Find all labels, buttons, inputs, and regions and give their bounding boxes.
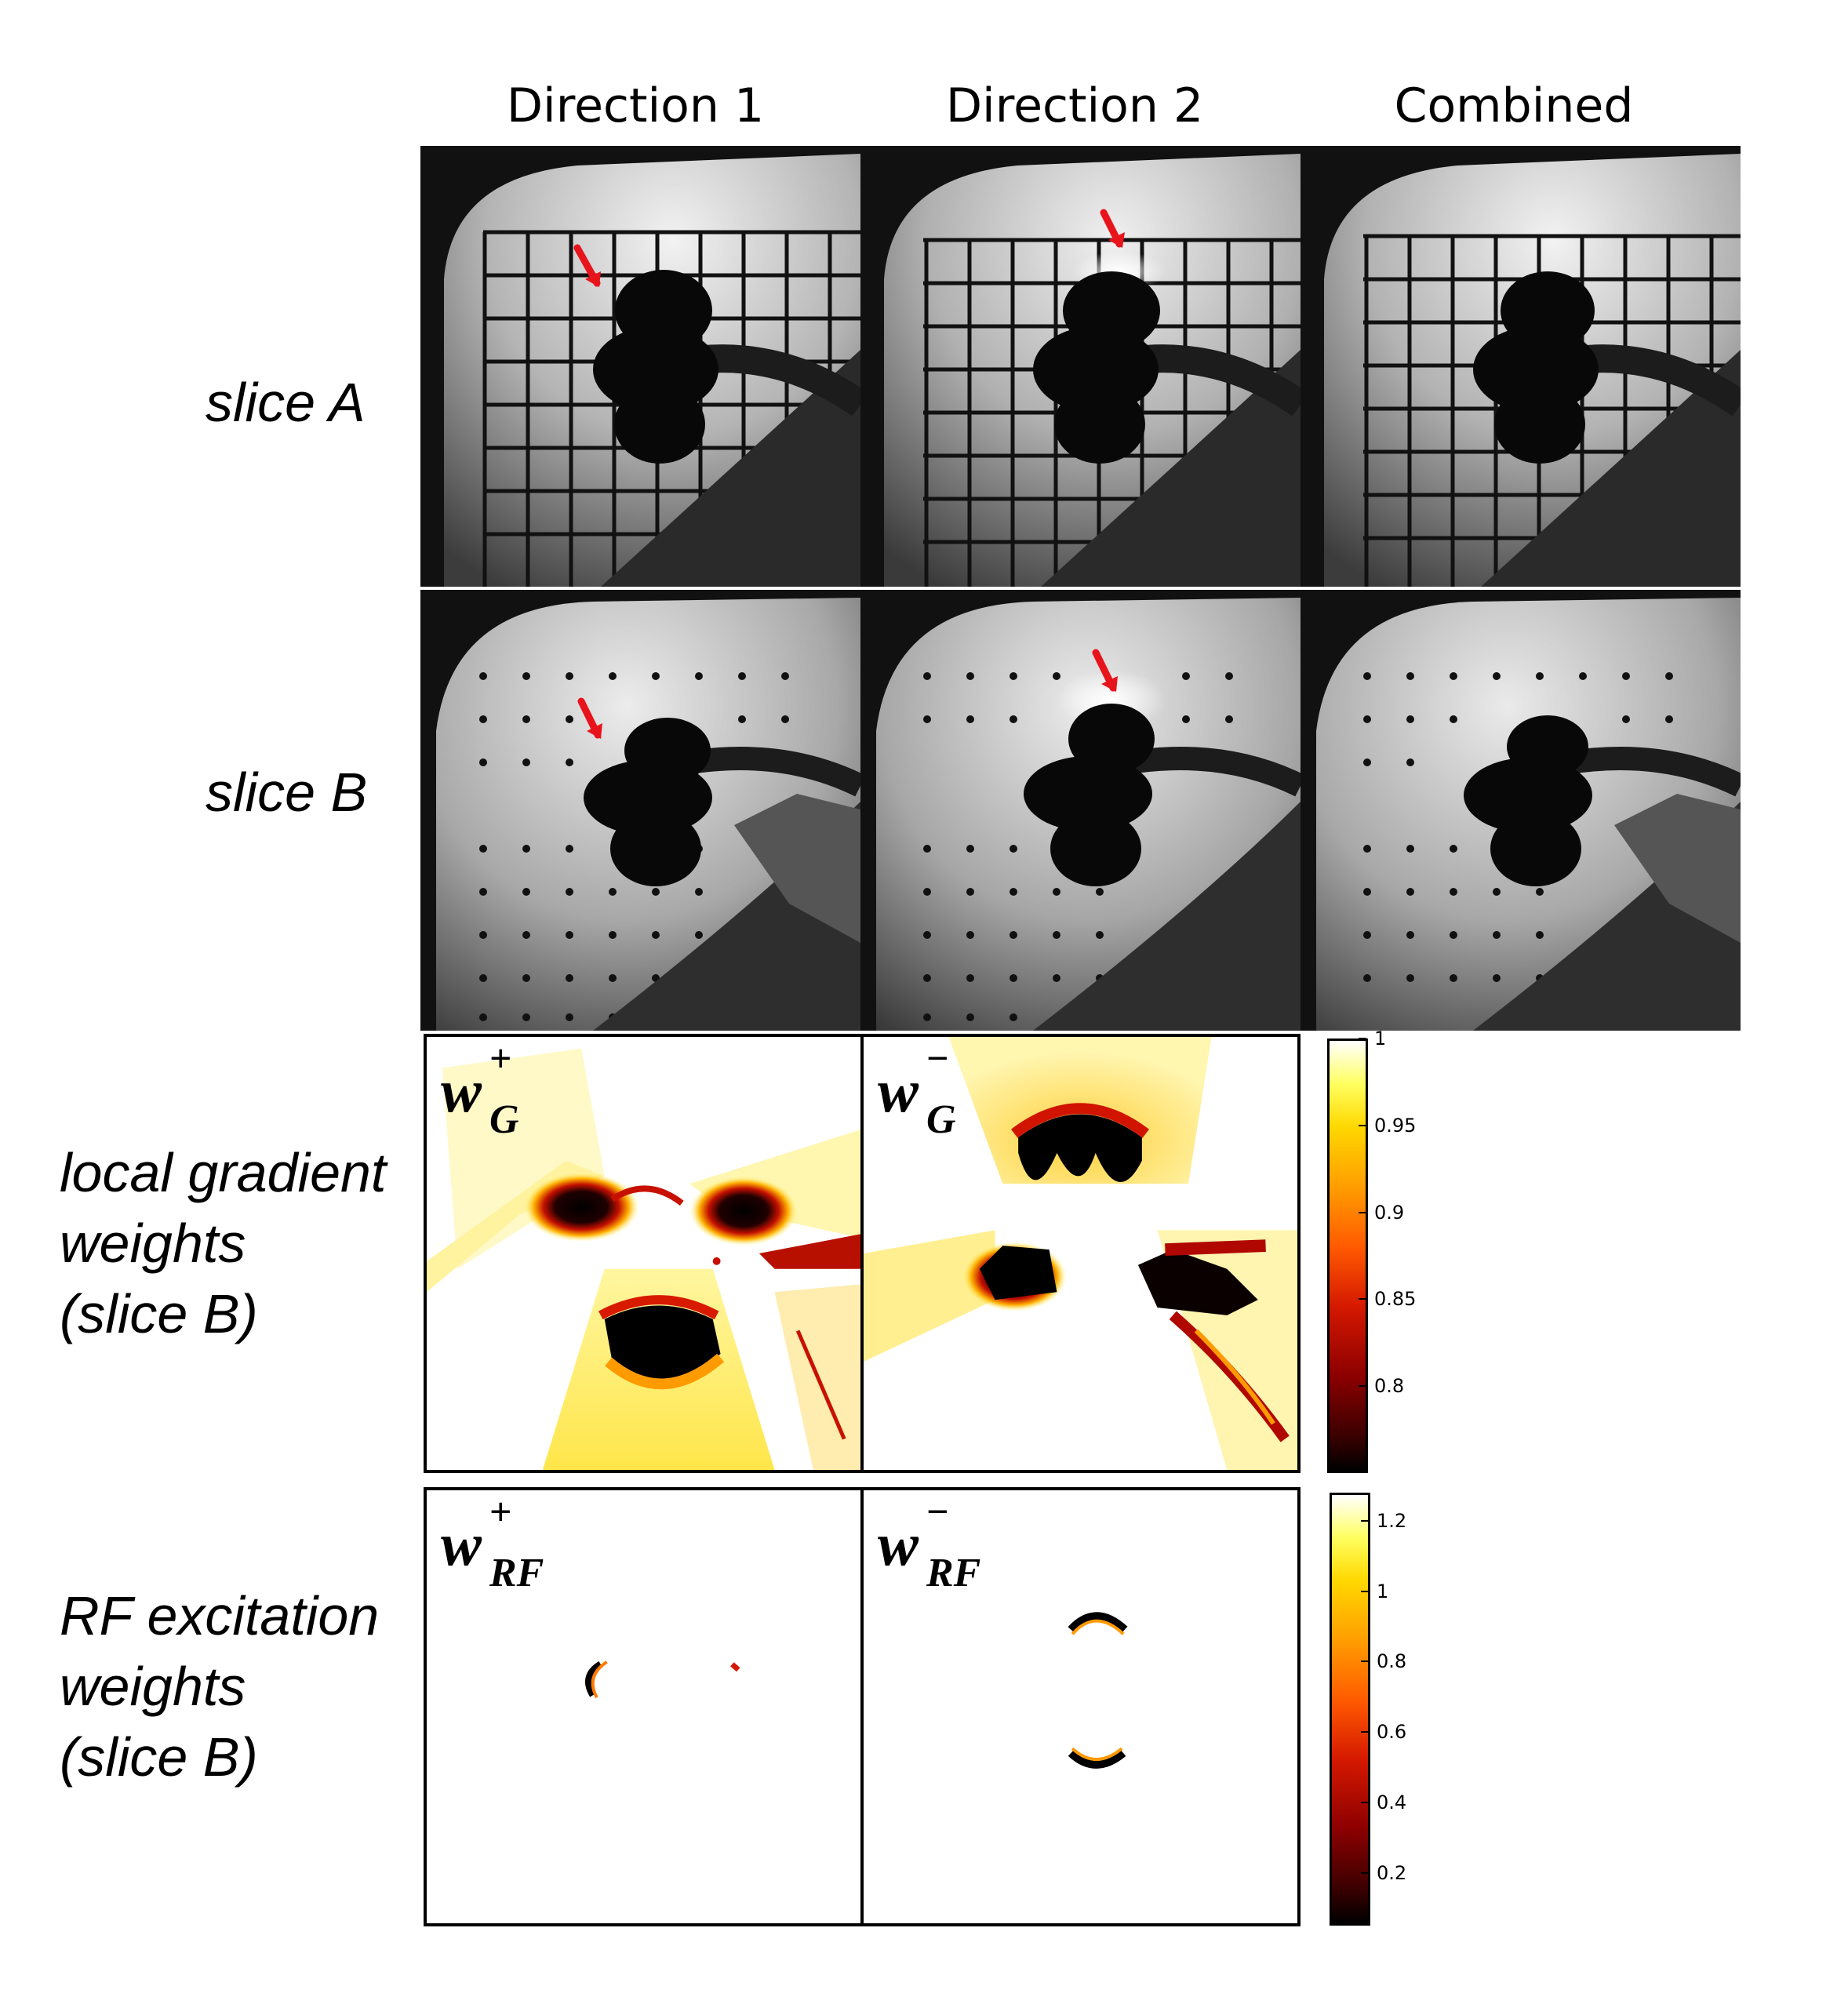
rf-weights-plus-map <box>584 1661 740 1699</box>
row-label-line: RF excitation <box>60 1585 380 1646</box>
rf-weights-minus-panel: w − RF <box>860 1487 1301 1926</box>
mri-slice-a-combined <box>1301 146 1741 587</box>
colorbar-tick-label: 1.2 <box>1377 1509 1407 1532</box>
row-label-line: (slice B) <box>60 1283 258 1344</box>
row-label-line: weights <box>60 1656 246 1717</box>
row-label-line: weights <box>60 1213 246 1274</box>
column-header-direction-2: Direction 2 <box>945 78 1204 133</box>
colorbar-tick-mark <box>1359 1124 1366 1126</box>
rf-weights-plus-panel: w + RF <box>424 1487 864 1926</box>
column-header-direction-1: Direction 1 <box>506 78 765 133</box>
gradient-weights-plus-panel: w + G <box>424 1034 864 1473</box>
weight-superscript: − <box>926 1490 949 1533</box>
row-label-line: local gradient <box>60 1142 387 1203</box>
colorbar-tick-label: 0.85 <box>1374 1288 1417 1311</box>
weight-symbol: w <box>878 1057 919 1125</box>
mri-image <box>420 146 860 587</box>
weight-symbol: w <box>878 1510 919 1578</box>
colorbar-tick-mark <box>1359 1385 1366 1388</box>
mri-image <box>420 590 860 1031</box>
mri-slice-b-combined <box>1301 590 1741 1031</box>
weight-subscript: G <box>926 1097 956 1142</box>
weight-subscript: G <box>489 1097 519 1142</box>
gradient-weights-minus-map <box>864 1037 1297 1470</box>
weight-superscript: + <box>489 1036 512 1080</box>
colorbar-tick-mark <box>1361 1731 1369 1733</box>
colorbar-tick-mark <box>1361 1872 1369 1874</box>
weight-subscript: RF <box>926 1551 981 1595</box>
gradient-weights-minus-panel: w − G <box>860 1034 1301 1473</box>
row-label-gradient-weights: local gradient weights (slice B) <box>60 1137 436 1349</box>
colorbar-tick-mark <box>1359 1038 1366 1039</box>
weight-label-gradient-plus: w + G <box>441 1039 519 1140</box>
colorbar-tick-mark <box>1361 1801 1369 1803</box>
row-label-slice-b: slice B <box>206 757 582 828</box>
rf-weights-minus-map <box>1068 1612 1128 1769</box>
colorbar-tick-mark <box>1361 1519 1369 1522</box>
colorbar-tick-mark <box>1359 1211 1366 1213</box>
row-label-slice-a: slice A <box>206 367 582 438</box>
gradient-weights-plus-map <box>427 1048 860 1470</box>
colorbar-tick-label: 0.8 <box>1374 1375 1405 1398</box>
row-label-rf-weights: RF excitation weights (slice B) <box>60 1581 436 1792</box>
colorbar-tick-label: 0.8 <box>1377 1650 1407 1673</box>
weight-superscript: − <box>926 1036 949 1080</box>
weight-subscript: RF <box>489 1551 544 1595</box>
mri-image <box>1301 590 1741 1031</box>
weight-superscript: + <box>489 1490 512 1533</box>
colorbar-tick-label: 0.9 <box>1374 1201 1405 1224</box>
colorbar-tick-label: 1 <box>1374 1028 1387 1049</box>
mri-image <box>1301 146 1741 587</box>
mri-image <box>860 590 1301 1031</box>
colorbar-tick-label: 0.2 <box>1377 1861 1407 1884</box>
mri-slice-b-direction-2 <box>860 590 1301 1031</box>
mri-image <box>860 146 1301 587</box>
weight-symbol: w <box>441 1510 482 1578</box>
mri-slice-b-direction-1 <box>420 590 860 1031</box>
colorbar-tick-label: 0.6 <box>1377 1721 1407 1744</box>
mri-slice-a-direction-2 <box>860 146 1301 587</box>
row-label-line: (slice B) <box>60 1726 258 1788</box>
colorbar-tick-mark <box>1361 1661 1369 1663</box>
row-label-line: slice A <box>206 372 366 433</box>
colorbar-tick-mark <box>1361 1590 1369 1592</box>
mri-slice-a-direction-1 <box>420 146 860 587</box>
row-label-line: slice B <box>206 762 368 823</box>
weight-label-rf-plus: w + RF <box>441 1492 544 1594</box>
weight-label-rf-minus: w − RF <box>878 1492 980 1594</box>
colorbar-tick-mark <box>1359 1298 1366 1300</box>
colorbar-tick-label: 0.95 <box>1374 1114 1417 1137</box>
weight-label-gradient-minus: w − G <box>878 1039 956 1140</box>
colorbar-tick-label: 1 <box>1377 1580 1389 1602</box>
weight-symbol: w <box>441 1057 482 1125</box>
colorbar-tick-label: 0.4 <box>1377 1791 1407 1813</box>
colorbar-rf <box>1330 1493 1370 1926</box>
colorbar-gradient <box>1327 1039 1368 1473</box>
column-header-combined: Combined <box>1394 78 1634 133</box>
